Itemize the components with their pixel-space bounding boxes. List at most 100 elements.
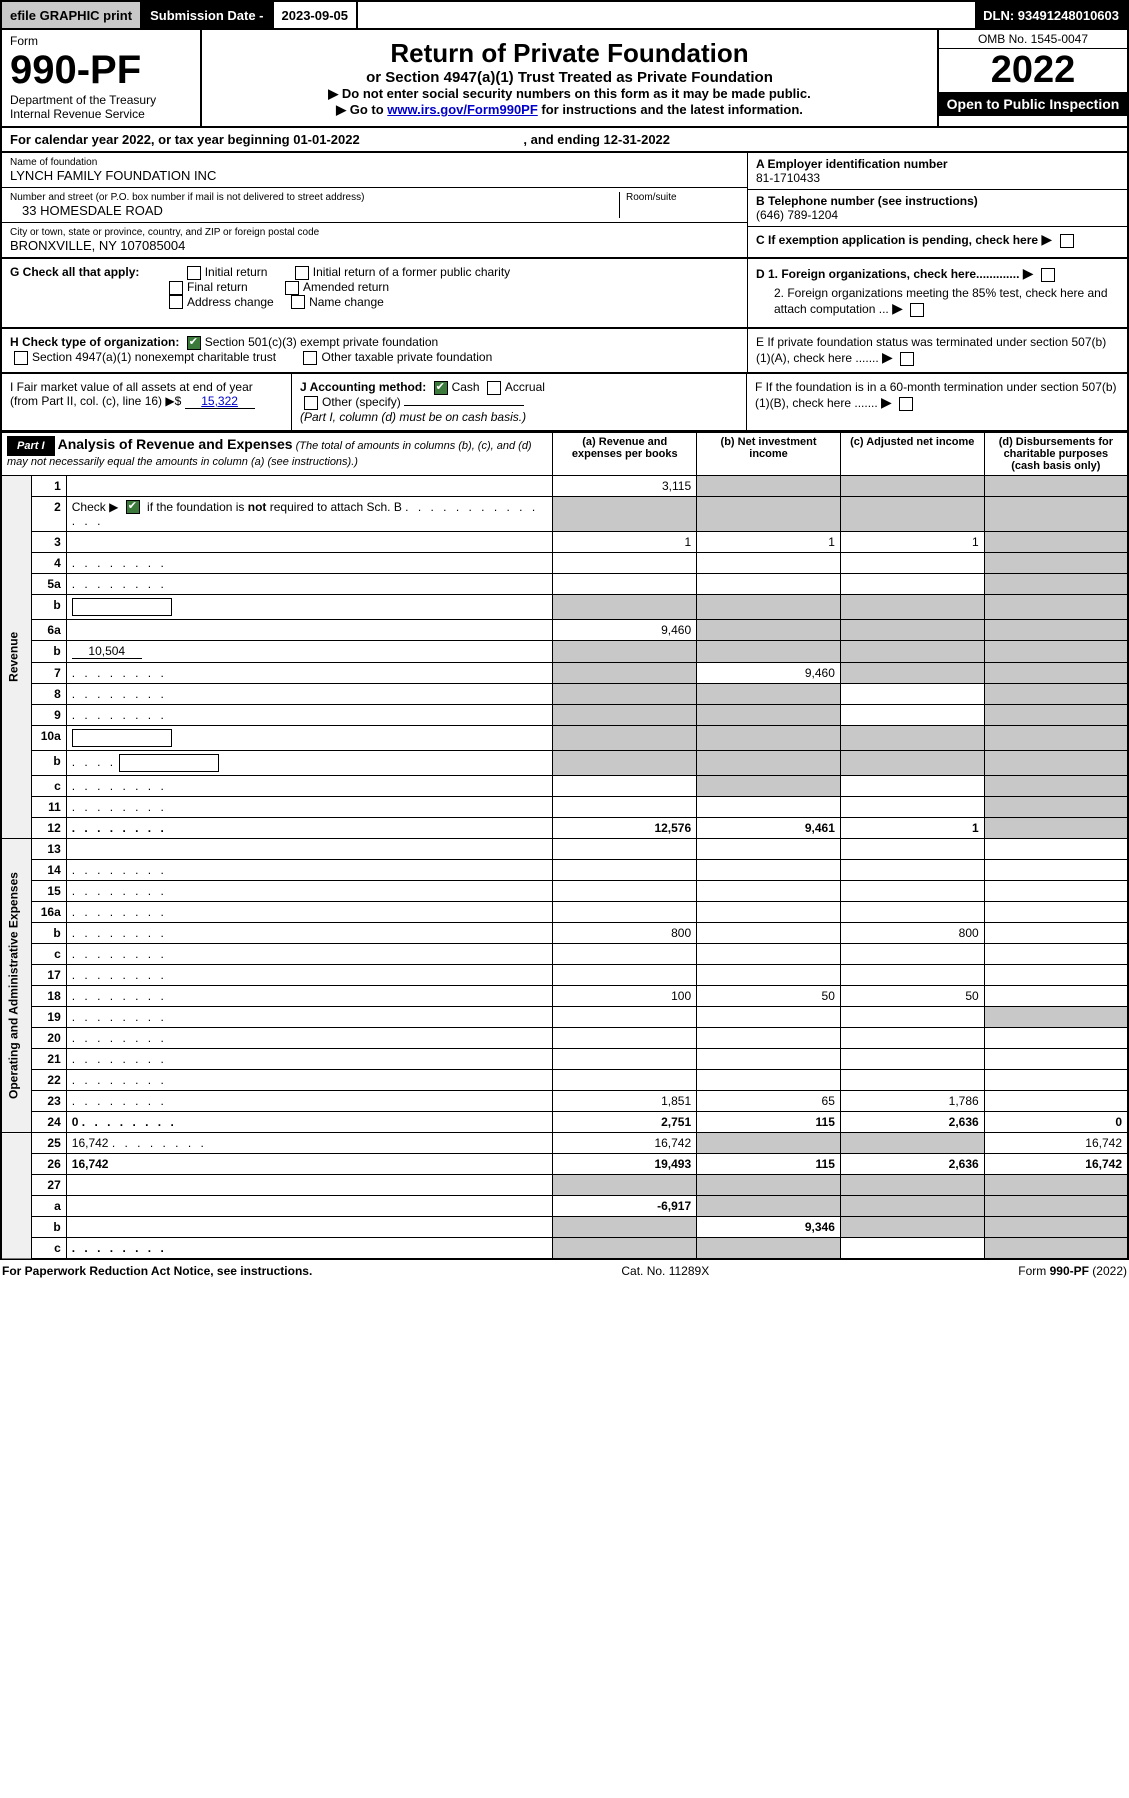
- table-row: 12 . . . . . . . .12,5769,4611: [1, 818, 1128, 839]
- col-b-value: [697, 776, 841, 797]
- ein-value: 81-1710433: [756, 171, 820, 185]
- g-opt-4: Address change: [187, 295, 274, 309]
- page-footer: For Paperwork Reduction Act Notice, see …: [0, 1260, 1129, 1282]
- 501c3-checkbox[interactable]: [187, 336, 201, 350]
- footer-left: For Paperwork Reduction Act Notice, see …: [2, 1264, 312, 1278]
- col-b-value: [697, 751, 841, 776]
- col-d-value: [984, 923, 1128, 944]
- d2-checkbox[interactable]: [910, 303, 924, 317]
- col-d-header: (d) Disbursements for charitable purpose…: [984, 432, 1128, 475]
- h-opt-3: Other taxable private foundation: [321, 350, 492, 364]
- col-b-header: (b) Net investment income: [697, 432, 841, 475]
- line-number: 1: [32, 475, 66, 496]
- line-description: [66, 839, 553, 860]
- j-cash: Cash: [452, 380, 480, 394]
- col-d-value: [984, 663, 1128, 684]
- i-section: I Fair market value of all assets at end…: [2, 374, 292, 430]
- schb-checkbox[interactable]: [126, 500, 140, 514]
- e-label: E If private foundation status was termi…: [756, 335, 1106, 365]
- e-checkbox[interactable]: [900, 352, 914, 366]
- exemption-checkbox[interactable]: [1060, 234, 1074, 248]
- col-b-value: 50: [697, 986, 841, 1007]
- table-row: 10a: [1, 726, 1128, 751]
- j-note: (Part I, column (d) must be on cash basi…: [300, 410, 526, 424]
- table-row: 9 . . . . . . . .: [1, 705, 1128, 726]
- ein-row: A Employer identification number 81-1710…: [748, 153, 1127, 190]
- part1-title: Analysis of Revenue and Expenses: [58, 436, 293, 452]
- col-a-value: 800: [553, 923, 697, 944]
- col-c-value: [840, 839, 984, 860]
- table-row: b: [1, 595, 1128, 620]
- revenue-side-label: Revenue: [1, 475, 32, 839]
- j-other: Other (specify): [322, 395, 401, 409]
- initial-return-checkbox[interactable]: [187, 266, 201, 280]
- final-return-checkbox[interactable]: [169, 281, 183, 295]
- line-number: b: [32, 923, 66, 944]
- accrual-checkbox[interactable]: [487, 381, 501, 395]
- cash-checkbox[interactable]: [434, 381, 448, 395]
- line-number: c: [32, 944, 66, 965]
- amended-return-checkbox[interactable]: [285, 281, 299, 295]
- col-b-value: [697, 1049, 841, 1070]
- col-a-value: [553, 574, 697, 595]
- line-number: c: [32, 1238, 66, 1260]
- irs-label: Internal Revenue Service: [10, 107, 192, 121]
- fmv-value[interactable]: 15,322: [185, 394, 255, 409]
- col-b-value: 115: [697, 1154, 841, 1175]
- col-a-value: 1: [553, 532, 697, 553]
- h-opt-1: Section 501(c)(3) exempt private foundat…: [205, 335, 438, 349]
- col-a-value: [553, 553, 697, 574]
- identity-right: A Employer identification number 81-1710…: [747, 153, 1127, 257]
- inline-box[interactable]: [119, 754, 219, 772]
- address-row: Number and street (or P.O. box number if…: [2, 188, 747, 223]
- name-change-checkbox[interactable]: [291, 295, 305, 309]
- col-d-value: [984, 1196, 1128, 1217]
- f-checkbox[interactable]: [899, 397, 913, 411]
- col-d-value: [984, 574, 1128, 595]
- col-a-value: [553, 1028, 697, 1049]
- other-checkbox[interactable]: [304, 396, 318, 410]
- initial-public-checkbox[interactable]: [295, 266, 309, 280]
- line-number: a: [32, 1196, 66, 1217]
- line-description: . . . . . . . .: [66, 705, 553, 726]
- other-taxable-checkbox[interactable]: [303, 351, 317, 365]
- col-d-value: [984, 705, 1128, 726]
- part1-table: Part I Analysis of Revenue and Expenses …: [0, 432, 1129, 1261]
- col-b-value: [697, 1196, 841, 1217]
- other-specify-input[interactable]: [404, 405, 524, 406]
- col-b-value: [697, 1175, 841, 1196]
- cal-year-end: , and ending 12-31-2022: [523, 132, 670, 147]
- header-mid: Return of Private Foundation or Section …: [202, 30, 937, 126]
- table-row: 14 . . . . . . . .: [1, 860, 1128, 881]
- expenses-side-label: Operating and Administrative Expenses: [1, 839, 32, 1133]
- line-number: 14: [32, 860, 66, 881]
- table-row: 15 . . . . . . . .: [1, 881, 1128, 902]
- irs-link[interactable]: www.irs.gov/Form990PF: [387, 102, 538, 117]
- inline-box[interactable]: [72, 729, 172, 747]
- table-row: 22 . . . . . . . .: [1, 1070, 1128, 1091]
- identity-block: Name of foundation LYNCH FAMILY FOUNDATI…: [0, 153, 1129, 259]
- col-b-value: [697, 923, 841, 944]
- arrow-icon: ▶: [882, 349, 893, 365]
- col-a-value: 3,115: [553, 475, 697, 496]
- line-number: 23: [32, 1091, 66, 1112]
- col-b-value: [697, 965, 841, 986]
- subdate-value: 2023-09-05: [274, 2, 359, 28]
- table-row: 7 . . . . . . . .9,460: [1, 663, 1128, 684]
- inline-box[interactable]: [72, 598, 172, 616]
- col-c-value: [840, 1238, 984, 1260]
- line-description: [66, 1217, 553, 1238]
- col-b-value: [697, 1007, 841, 1028]
- g-opt-0: Initial return: [205, 265, 268, 279]
- address-change-checkbox[interactable]: [169, 295, 183, 309]
- line-number: 5a: [32, 574, 66, 595]
- line-number: 15: [32, 881, 66, 902]
- table-row: 240 . . . . . . . .2,7511152,6360: [1, 1112, 1128, 1133]
- col-d-value: [984, 902, 1128, 923]
- col-d-value: [984, 641, 1128, 663]
- 4947a1-checkbox[interactable]: [14, 351, 28, 365]
- efile-label[interactable]: efile GRAPHIC print: [2, 2, 142, 28]
- line-number: b: [32, 751, 66, 776]
- form-note-1: ▶ Do not enter social security numbers o…: [210, 86, 929, 102]
- d1-checkbox[interactable]: [1041, 268, 1055, 282]
